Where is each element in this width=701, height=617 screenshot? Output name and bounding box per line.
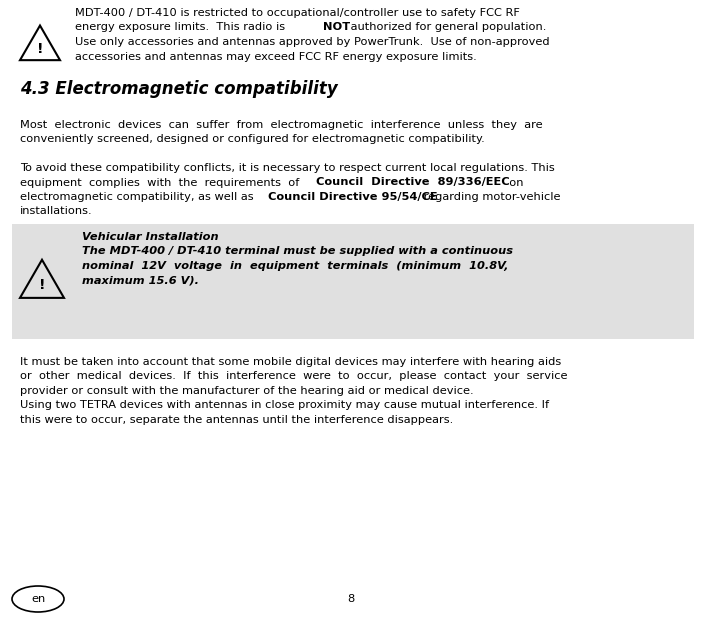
Text: installations.: installations.	[20, 207, 93, 217]
FancyBboxPatch shape	[12, 224, 694, 339]
Text: MDT-400 / DT-410 is restricted to occupational/controller use to safety FCC RF: MDT-400 / DT-410 is restricted to occupa…	[75, 8, 520, 18]
Text: electromagnetic compatibility, as well as: electromagnetic compatibility, as well a…	[20, 192, 257, 202]
Text: NOT: NOT	[323, 22, 350, 33]
Text: Use only accessories and antennas approved by PowerTrunk.  Use of non-approved: Use only accessories and antennas approv…	[75, 37, 550, 47]
Text: Vehicular Installation: Vehicular Installation	[82, 232, 219, 242]
Text: !: !	[39, 278, 46, 292]
Text: provider or consult with the manufacturer of the hearing aid or medical device.: provider or consult with the manufacture…	[20, 386, 474, 396]
Text: this were to occur, separate the antennas until the interference disappears.: this were to occur, separate the antenna…	[20, 415, 454, 425]
Text: authorized for general population.: authorized for general population.	[347, 22, 546, 33]
Text: or  other  medical  devices.  If  this  interference  were  to  occur,  please  : or other medical devices. If this interf…	[20, 371, 568, 381]
Text: regarding motor-vehicle: regarding motor-vehicle	[420, 192, 561, 202]
Text: Using two TETRA devices with antennas in close proximity may cause mutual interf: Using two TETRA devices with antennas in…	[20, 400, 549, 410]
Text: nominal  12V  voltage  in  equipment  terminals  (minimum  10.8V,: nominal 12V voltage in equipment termina…	[82, 261, 508, 271]
Text: on: on	[502, 178, 524, 188]
Text: The MDT-400 / DT-410 terminal must be supplied with a continuous: The MDT-400 / DT-410 terminal must be su…	[82, 246, 513, 257]
Text: Most  electronic  devices  can  suffer  from  electromagnetic  interference  unl: Most electronic devices can suffer from …	[20, 120, 543, 130]
Text: equipment  complies  with  the  requirements  of: equipment complies with the requirements…	[20, 178, 303, 188]
Text: It must be taken into account that some mobile digital devices may interfere wit: It must be taken into account that some …	[20, 357, 562, 367]
Text: 8: 8	[347, 594, 354, 604]
Text: Council Directive 95/54/CE: Council Directive 95/54/CE	[268, 192, 437, 202]
Text: conveniently screened, designed or configured for electromagnetic compatibility.: conveniently screened, designed or confi…	[20, 134, 485, 144]
Text: energy exposure limits.  This radio is: energy exposure limits. This radio is	[75, 22, 289, 33]
Ellipse shape	[12, 586, 64, 612]
Text: !: !	[36, 42, 43, 56]
Text: accessories and antennas may exceed FCC RF energy exposure limits.: accessories and antennas may exceed FCC …	[75, 51, 477, 62]
Text: maximum 15.6 V).: maximum 15.6 V).	[82, 275, 199, 286]
Text: 4.3 Electromagnetic compatibility: 4.3 Electromagnetic compatibility	[20, 80, 338, 97]
Text: To avoid these compatibility conflicts, it is necessary to respect current local: To avoid these compatibility conflicts, …	[20, 163, 554, 173]
Text: en: en	[31, 594, 45, 604]
Text: Council  Directive  89/336/EEC: Council Directive 89/336/EEC	[316, 178, 510, 188]
